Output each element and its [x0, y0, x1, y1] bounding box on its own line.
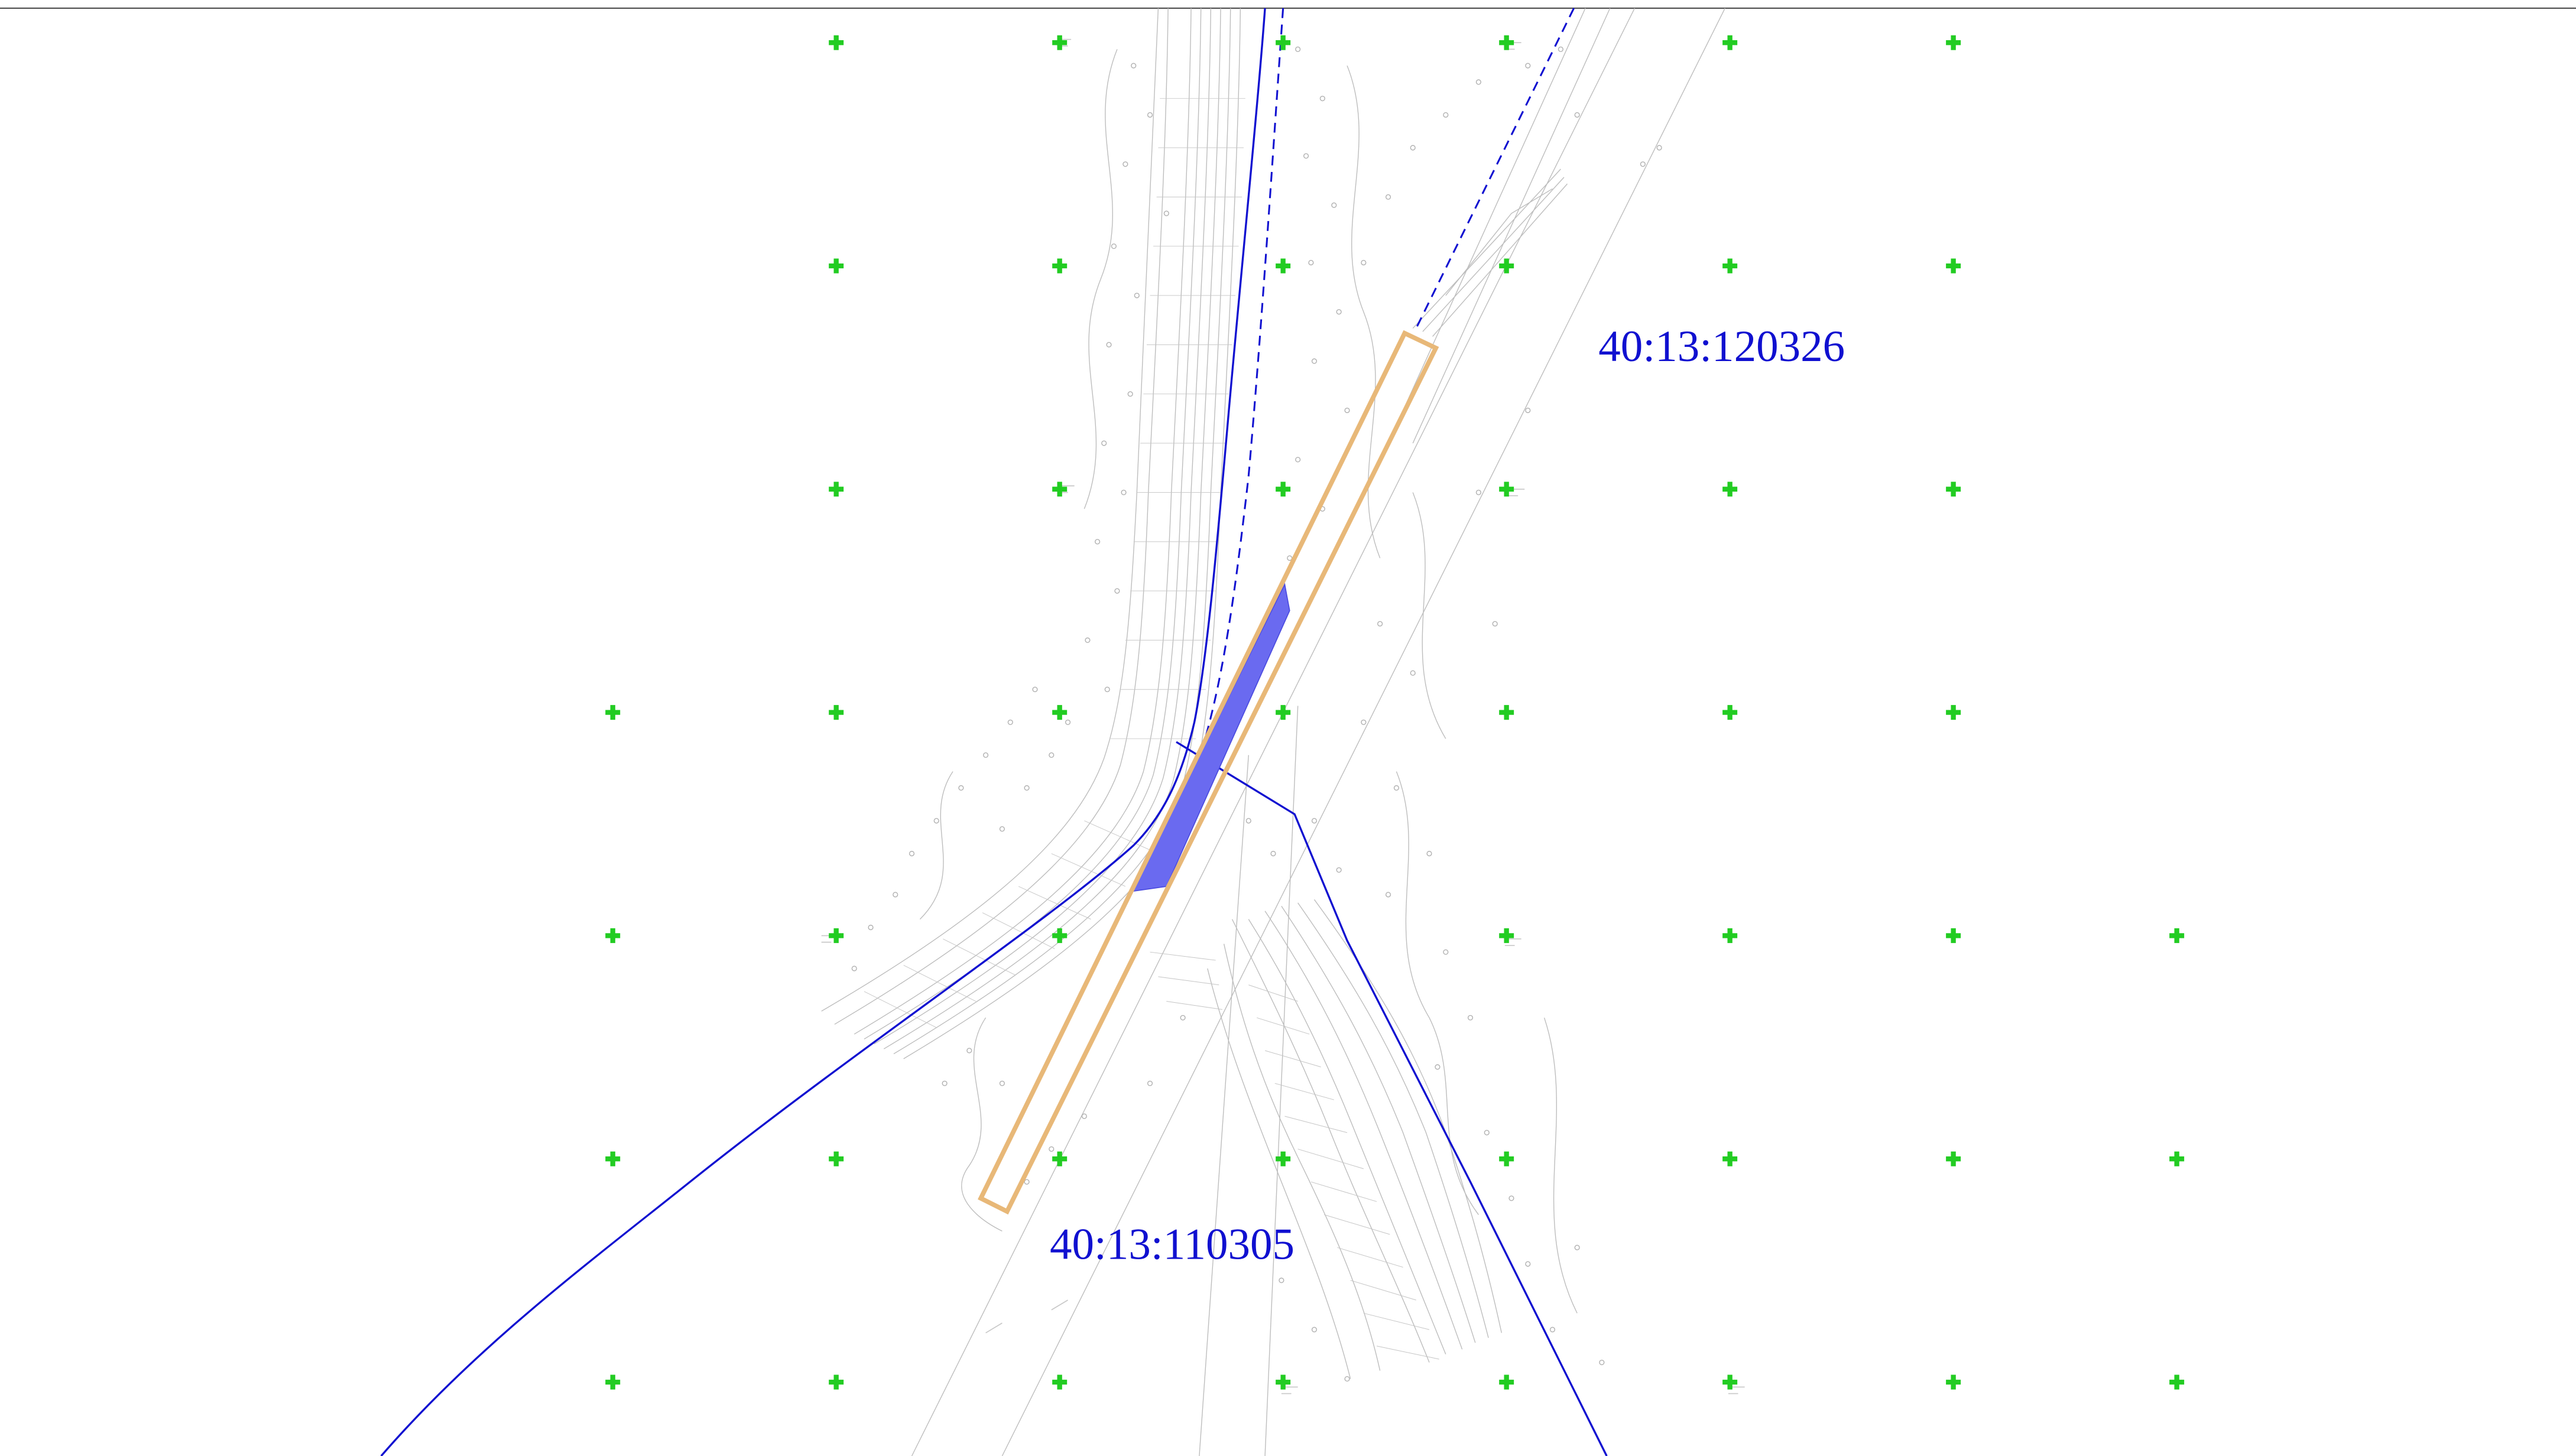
grid-cross-marker	[1276, 482, 1291, 497]
grid-cross-marker	[1722, 928, 1738, 943]
topographic-base-layer	[821, 8, 1725, 1456]
grid-cross-marker	[1052, 258, 1068, 274]
grid-cross-marker	[1052, 1374, 1068, 1390]
grid-cross-marker	[829, 1151, 844, 1166]
grid-cross-marker	[2169, 1151, 2185, 1166]
grid-cross-marker	[1499, 705, 1514, 720]
grid-cross-marker	[605, 928, 621, 943]
parcel-label-110305[interactable]: 40:13:110305	[1050, 1220, 1295, 1269]
cadastral-boundaries	[380, 8, 1608, 1456]
grid-cross-marker	[1722, 1374, 1738, 1390]
grid-cross-marker	[1722, 1151, 1738, 1166]
grid-cross-marker	[1276, 1151, 1291, 1166]
grid-cross-marker	[605, 1374, 621, 1390]
grid-cross-marker	[1722, 35, 1738, 50]
grid-cross-marker	[1722, 258, 1738, 274]
grid-cross-marker	[829, 35, 844, 50]
grid-cross-marker	[2169, 928, 2185, 943]
grid-cross-marker	[1499, 258, 1514, 274]
boundary-dashed-ne	[1415, 8, 1575, 329]
grid-cross-marker	[1946, 482, 1961, 497]
grid-cross-marker	[829, 258, 844, 274]
grid-cross-marker	[1052, 35, 1068, 50]
grid-cross-marker	[1946, 35, 1961, 50]
grid-cross-marker	[1052, 482, 1068, 497]
grid-cross-marker	[1946, 928, 1961, 943]
grid-cross-marker	[1946, 1374, 1961, 1390]
grid-cross-marker	[1499, 35, 1514, 50]
grid-cross-marker	[1499, 928, 1514, 943]
boundary-line-east	[1176, 741, 1608, 1456]
coordinate-grid	[605, 35, 2185, 1390]
grid-cross-marker	[1276, 258, 1291, 274]
grid-cross-marker	[829, 482, 844, 497]
grid-cross-marker	[1499, 482, 1514, 497]
parcel-label-120326[interactable]: 40:13:120326	[1598, 322, 1845, 371]
grid-cross-marker	[829, 1374, 844, 1390]
grid-cross-marker	[1946, 1151, 1961, 1166]
grid-cross-marker	[1276, 35, 1291, 50]
grid-cross-marker	[1499, 1374, 1514, 1390]
grid-cross-marker	[2169, 1374, 2185, 1390]
grid-cross-marker	[605, 1151, 621, 1166]
grid-cross-marker	[829, 705, 844, 720]
boundary-line-west	[380, 8, 1266, 1456]
grid-cross-marker	[1052, 705, 1068, 720]
grid-cross-marker	[1052, 928, 1068, 943]
grid-cross-marker	[1276, 1374, 1291, 1390]
grid-cross-marker	[829, 928, 844, 943]
grid-cross-marker	[1946, 705, 1961, 720]
grid-cross-marker	[1722, 482, 1738, 497]
grid-cross-marker	[1276, 705, 1291, 720]
grid-cross-marker	[1722, 705, 1738, 720]
grid-cross-marker	[1499, 1151, 1514, 1166]
boundary-dashed-rail	[1203, 8, 1284, 743]
grid-cross-marker	[1052, 1151, 1068, 1166]
project-outline[interactable]	[978, 330, 1439, 1215]
relief-symbols	[851, 46, 1662, 1382]
grid-cross-marker	[605, 705, 621, 720]
grid-cross-marker	[1946, 258, 1961, 274]
cadastral-boundaries-dashed	[1203, 8, 1575, 743]
